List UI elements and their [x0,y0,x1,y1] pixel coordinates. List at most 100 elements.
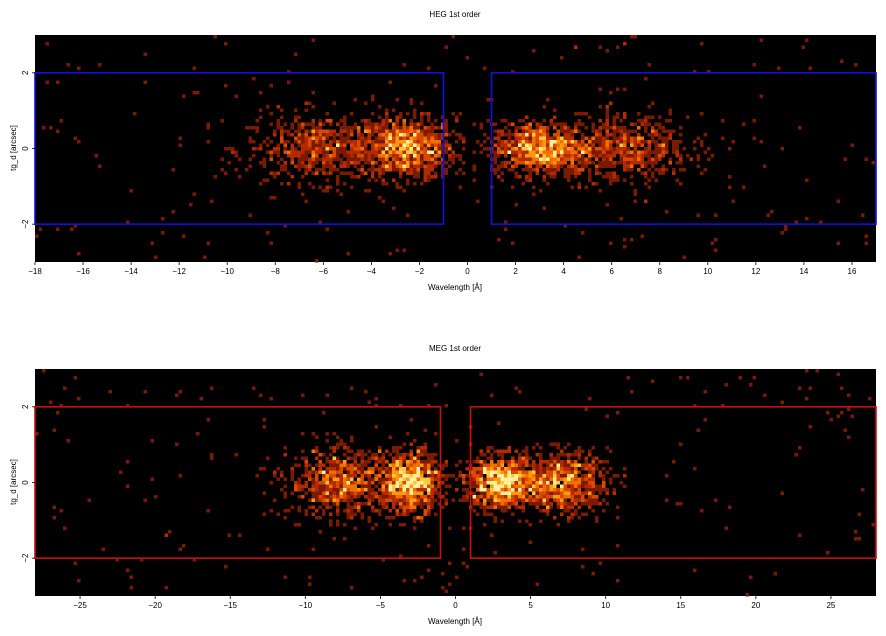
meg-count-pixel [556,488,560,492]
meg-count-pixel [311,491,315,495]
heg-count-pixel [381,171,385,175]
meg-count-pixel [521,477,525,481]
meg-count-pixel [588,495,592,499]
heg-count-pixel [525,154,529,158]
meg-count-pixel [206,509,210,513]
heg-count-pixel [371,133,375,137]
heg-count-pixel [392,157,396,161]
heg-count-pixel [640,136,644,140]
heg-count-pixel [535,140,539,144]
meg-count-pixel [567,467,571,471]
meg-count-pixel [535,467,539,471]
heg-count-pixel [518,140,522,144]
meg-title: MEG 1st order [429,344,481,353]
heg-count-pixel [535,147,539,151]
meg-count-pixel [525,446,529,450]
heg-count-pixel [434,164,438,168]
heg-count-pixel [493,161,497,165]
heg-count-pixel [542,154,546,158]
meg-count-pixel [560,467,564,471]
meg-count-pixel [486,488,490,492]
meg-count-pixel [339,442,343,446]
meg-count-pixel [570,491,574,495]
meg-count-pixel [588,488,592,492]
heg-count-pixel [532,147,536,151]
meg-count-pixel [507,474,511,478]
meg-count-pixel [353,467,357,471]
meg-count-pixel [318,505,322,509]
meg-count-pixel [413,526,417,530]
meg-count-pixel [518,488,522,492]
meg-count-pixel [850,414,854,418]
meg-count-pixel [497,498,501,502]
meg-count-pixel [434,491,438,495]
meg-count-pixel [476,474,480,478]
meg-count-pixel [609,449,613,453]
heg-count-pixel [605,154,609,158]
heg-count-pixel [318,147,322,151]
heg-count-pixel [49,126,53,130]
heg-count-pixel [308,143,312,147]
meg-count-pixel [504,449,508,453]
heg-count-pixel [406,140,410,144]
meg-count-pixel [350,495,354,499]
heg-count-pixel [329,119,333,123]
meg-count-pixel [416,484,420,488]
heg-count-pixel [514,161,518,165]
heg-count-pixel [553,126,557,130]
heg-count-pixel [521,119,525,123]
heg-count-pixel [343,126,347,130]
meg-count-pixel [276,467,280,471]
meg-count-pixel [402,484,406,488]
meg-count-pixel [399,467,403,471]
meg-count-pixel [738,376,742,380]
meg-count-pixel [507,488,511,492]
heg-count-pixel [542,140,546,144]
meg-count-pixel [836,414,840,418]
heg-count-pixel [378,157,382,161]
heg-count-pixel [339,126,343,130]
meg-count-pixel [602,484,606,488]
meg-count-pixel [623,484,627,488]
meg-count-pixel [598,460,602,464]
heg-count-pixel [413,161,417,165]
meg-count-pixel [476,460,480,464]
meg-x-tick-label: −10 [299,601,313,610]
heg-count-pixel [679,168,683,172]
meg-count-pixel [311,547,315,551]
meg-count-pixel [465,474,469,478]
meg-count-pixel [59,404,63,408]
heg-count-pixel [444,171,448,175]
meg-count-pixel [700,509,704,513]
heg-count-pixel [637,168,641,172]
meg-count-pixel [339,495,343,499]
heg-count-pixel [801,45,805,49]
heg-count-pixel [318,168,322,172]
heg-count-pixel [248,126,252,130]
meg-count-pixel [553,456,557,460]
heg-count-pixel [556,157,560,161]
heg-x-tick-label: 6 [609,267,614,276]
meg-count-pixel [77,579,81,583]
meg-count-pixel [315,516,319,520]
heg-count-pixel [367,178,371,182]
heg-count-pixel [528,157,532,161]
meg-count-pixel [521,470,525,474]
heg-count-pixel [297,133,301,137]
meg-count-pixel [52,428,56,432]
meg-count-pixel [385,460,389,464]
meg-count-pixel [262,491,266,495]
heg-count-pixel [287,133,291,137]
heg-count-pixel [609,164,613,168]
meg-count-pixel [262,418,266,422]
heg-count-pixel [360,157,364,161]
meg-count-pixel [325,467,329,471]
heg-count-pixel [560,164,564,168]
heg-count-pixel [539,147,543,151]
meg-count-pixel [402,523,406,527]
meg-count-pixel [567,495,571,499]
heg-count-pixel [483,133,487,137]
meg-count-pixel [395,477,399,481]
heg-count-pixel [549,171,553,175]
meg-count-pixel [395,446,399,450]
